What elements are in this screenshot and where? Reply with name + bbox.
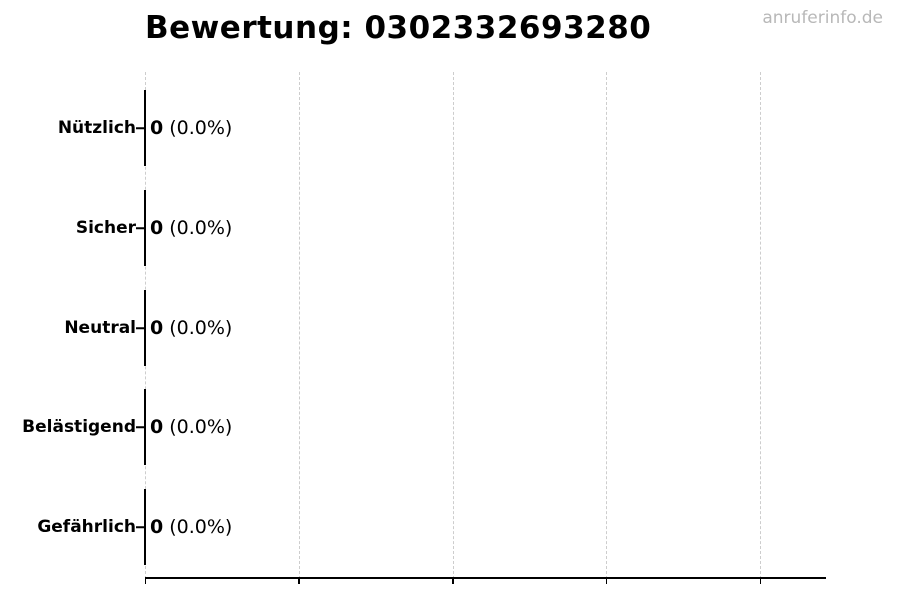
category-label: Belästigend [22,417,136,437]
bar-row: Neutral 0 (0.0%) [0,290,900,366]
x-axis-tick [605,579,608,584]
value-annotation: 0 (0.0%) [150,117,232,139]
gridline [760,72,761,579]
zero-value-bar [144,190,146,266]
bar-row: Gefährlich 0 (0.0%) [0,489,900,565]
x-axis-tick [452,579,454,584]
chart-title: Bewertung: 0302332693280 [145,10,652,46]
zero-value-bar [144,389,146,465]
x-axis-tick [759,579,761,584]
y-axis-tick [136,426,144,428]
gridline [298,72,300,579]
watermark: anruferinfo.de [762,8,883,28]
value-count: 0 [150,217,164,239]
value-count: 0 [150,117,164,139]
zero-value-bar [144,489,146,565]
value-annotation: 0 (0.0%) [150,416,232,438]
x-axis-line [145,577,826,579]
x-axis-tick [298,579,300,584]
category-label: Sicher [75,218,136,238]
y-axis-tick [136,327,144,329]
value-percent: (0.0%) [169,416,233,438]
x-axis-tick [144,579,146,584]
value-percent: (0.0%) [169,217,233,239]
category-label: Gefährlich [37,517,136,537]
value-count: 0 [150,516,164,538]
gridline [452,72,454,579]
y-axis-tick [136,227,144,229]
gridline [606,72,608,579]
value-percent: (0.0%) [169,516,233,538]
zero-value-bar [144,290,146,366]
y-axis-tick [136,127,144,129]
category-label: Nützlich [57,118,136,138]
y-axis-tick [136,526,144,528]
value-count: 0 [150,416,164,438]
zero-value-bar [144,90,146,166]
value-annotation: 0 (0.0%) [150,516,232,538]
category-label: Neutral [64,318,136,338]
value-percent: (0.0%) [169,117,233,139]
bar-row: Belästigend 0 (0.0%) [0,389,900,465]
value-annotation: 0 (0.0%) [150,217,232,239]
value-annotation: 0 (0.0%) [150,317,232,339]
value-percent: (0.0%) [169,317,233,339]
bar-row: Nützlich 0 (0.0%) [0,90,900,166]
value-count: 0 [150,317,164,339]
bar-row: Sicher 0 (0.0%) [0,190,900,266]
